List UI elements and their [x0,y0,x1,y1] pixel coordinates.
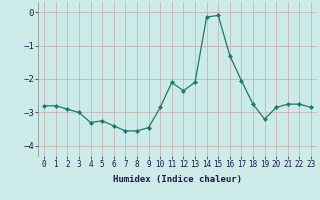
X-axis label: Humidex (Indice chaleur): Humidex (Indice chaleur) [113,175,242,184]
